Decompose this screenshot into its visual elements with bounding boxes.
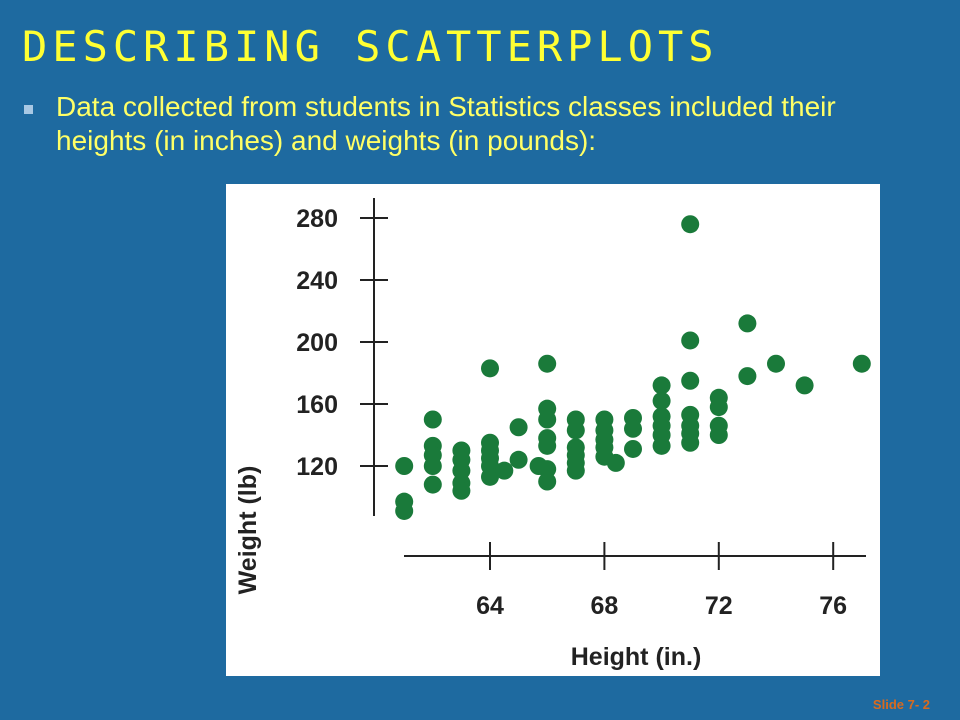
y-tick-label: 120: [296, 453, 338, 481]
data-point: [624, 439, 642, 458]
data-point: [624, 419, 642, 438]
bullet-item: Data collected from students in Statisti…: [22, 90, 892, 158]
bullet-text: Data collected from students in Statisti…: [56, 91, 836, 156]
data-point: [709, 426, 728, 444]
x-tick-label: 68: [590, 592, 618, 620]
data-point: [709, 398, 728, 417]
data-point: [423, 475, 442, 494]
x-tick-label: 64: [476, 592, 504, 620]
bullet-list: Data collected from students in Statisti…: [22, 90, 892, 158]
data-point: [566, 461, 585, 480]
data-points: [395, 215, 871, 520]
data-point: [566, 421, 585, 440]
data-point: [452, 481, 471, 500]
data-point: [509, 450, 528, 469]
x-tick-label: 72: [705, 592, 733, 620]
data-point: [738, 367, 757, 386]
data-point: [395, 457, 414, 475]
data-point: [395, 501, 414, 520]
x-tick-label: 76: [819, 592, 847, 620]
data-point: [795, 376, 814, 395]
y-tick-label: 280: [296, 205, 338, 233]
data-point: [509, 418, 528, 437]
data-point: [481, 359, 499, 378]
data-point: [481, 467, 499, 486]
data-point: [538, 354, 557, 373]
data-point: [681, 433, 700, 452]
data-point: [423, 457, 442, 475]
data-point: [852, 354, 871, 373]
data-point: [423, 410, 442, 429]
x-axis: 64 68 72 76: [404, 542, 866, 620]
bullet-square-icon: [24, 105, 33, 114]
data-point: [652, 436, 671, 455]
data-point: [681, 371, 700, 390]
data-point: [652, 376, 671, 395]
y-axis-label: Weight (lb): [234, 466, 262, 595]
scatterplot-chart: 120 160 200 240 280 64 68 72 76 Weight (lb) Hei…: [234, 198, 871, 671]
data-point: [767, 354, 785, 373]
data-point: [681, 331, 700, 350]
data-point: [538, 460, 557, 479]
x-axis-label: Height (in.): [571, 643, 702, 671]
data-point: [652, 391, 671, 410]
scatterplot-panel: 120 160 200 240 280 64 68 72 76 Weight (lb) Hei…: [226, 184, 880, 676]
data-point: [538, 472, 557, 491]
data-point: [495, 461, 514, 480]
data-point: [452, 461, 471, 480]
slide-number: Slide 7- 2: [872, 697, 930, 712]
data-point: [538, 436, 557, 455]
y-tick-label: 200: [296, 329, 338, 357]
y-tick-label: 240: [296, 267, 338, 295]
y-axis: 120 160 200 240 280: [296, 198, 388, 516]
slide-title: DESCRIBING SCATTERPLOTS: [22, 22, 719, 71]
y-tick-label: 160: [296, 391, 338, 419]
data-point: [606, 453, 625, 472]
data-point: [738, 314, 757, 333]
data-point: [538, 410, 557, 429]
data-point: [681, 215, 700, 234]
